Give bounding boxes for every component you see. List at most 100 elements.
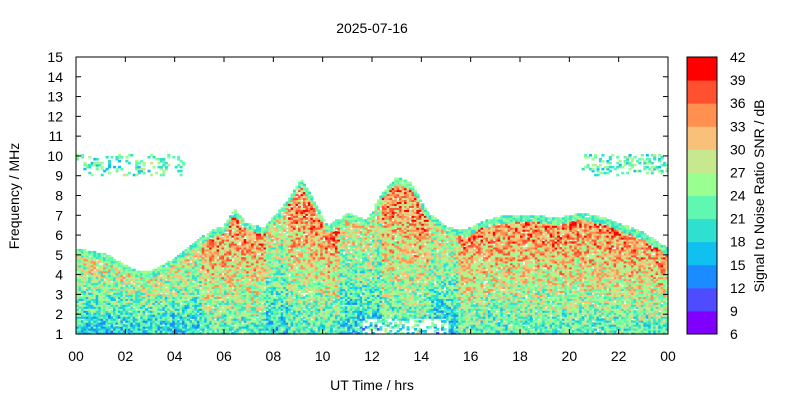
snr-cell [201,260,205,264]
snr-cell [147,296,151,299]
snr-cell [231,306,235,309]
snr-cell [85,324,89,327]
snr-cell [189,320,193,323]
snr-cell [159,290,163,294]
snr-cell [248,312,252,315]
snr-cell [265,292,269,296]
snr-cell [184,274,188,278]
snr-cell [169,324,173,327]
snr-cell [204,298,208,301]
snr-cell [191,316,195,319]
snr-cell [231,332,235,335]
snr-cell [122,290,126,294]
snr-cell [214,314,218,317]
snr-cell [233,272,237,276]
snr-cell [130,300,134,303]
snr-cell [127,268,131,272]
snr-cell [224,282,228,286]
snr-cell [147,294,151,298]
snr-cell [236,282,240,286]
snr-cell [98,328,102,331]
snr-cell [135,324,139,327]
snr-cell [174,330,178,333]
snr-cell [169,264,173,268]
snr-cell [199,237,203,240]
snr-cell [105,308,109,311]
snr-cell [157,300,161,303]
snr-cell [113,258,117,262]
snr-cell [140,296,144,299]
snr-cell [189,250,193,254]
snr-cell [263,246,267,250]
snr-cell [216,296,220,299]
snr-cell [98,326,102,329]
snr-cell [115,294,119,298]
snr-cell [219,288,223,292]
snr-cell [258,298,262,301]
snr-cell [226,314,230,317]
snr-cell [265,241,269,244]
snr-cell [258,239,262,242]
snr-cell [228,280,232,284]
snr-cell [246,328,250,331]
snr-cell [98,332,102,335]
snr-cell [228,288,232,292]
snr-cell [243,256,247,260]
snr-cell [238,217,242,220]
snr-cell [135,304,139,307]
snr-cell [261,242,265,246]
snr-cell [248,288,252,292]
snr-cell [182,296,186,299]
snr-cell [174,264,178,268]
snr-cell [211,248,215,252]
snr-cell [251,296,255,299]
snr-cell [108,278,112,282]
snr-cell [265,320,269,323]
snr-cell [231,280,235,284]
snr-cell [85,264,89,268]
snr-cell [152,300,156,303]
snr-cell [246,322,250,325]
snr-cell [211,284,215,288]
snr-cell [122,332,126,335]
snr-cell [167,310,171,313]
snr-cell [135,326,139,329]
snr-cell [125,280,129,284]
snr-cell [130,310,134,313]
snr-cell [80,326,84,329]
snr-cell [211,326,215,329]
snr-cell [147,298,151,301]
snr-cell [206,294,210,298]
snr-cell [224,300,228,303]
snr-cell [236,286,240,290]
snr-cell [172,262,176,266]
snr-cell [108,316,112,319]
snr-cell [228,268,232,272]
snr-cell [268,223,272,226]
snr-cell [122,324,126,327]
snr-cell [261,254,265,258]
snr-cell [159,268,163,272]
snr-cell [98,260,102,264]
snr-cell [162,302,166,305]
snr-cell [204,280,208,284]
snr-cell [117,300,121,303]
snr-cell [76,284,80,288]
snr-cell [265,318,269,321]
snr-cell [182,332,186,335]
snr-cell [219,304,223,307]
snr-cell [270,328,274,331]
snr-cell [93,250,97,254]
snr-cell [204,286,208,290]
snr-cell [95,328,99,331]
snr-cell [117,322,121,325]
snr-cell [184,310,188,313]
snr-cell [88,298,92,301]
snr-cell [182,252,186,256]
snr-cell [113,280,117,284]
snr-cell [214,274,218,278]
snr-cell [233,252,237,256]
snr-cell [263,284,267,288]
snr-cell [147,284,151,288]
snr-cell [167,294,171,298]
